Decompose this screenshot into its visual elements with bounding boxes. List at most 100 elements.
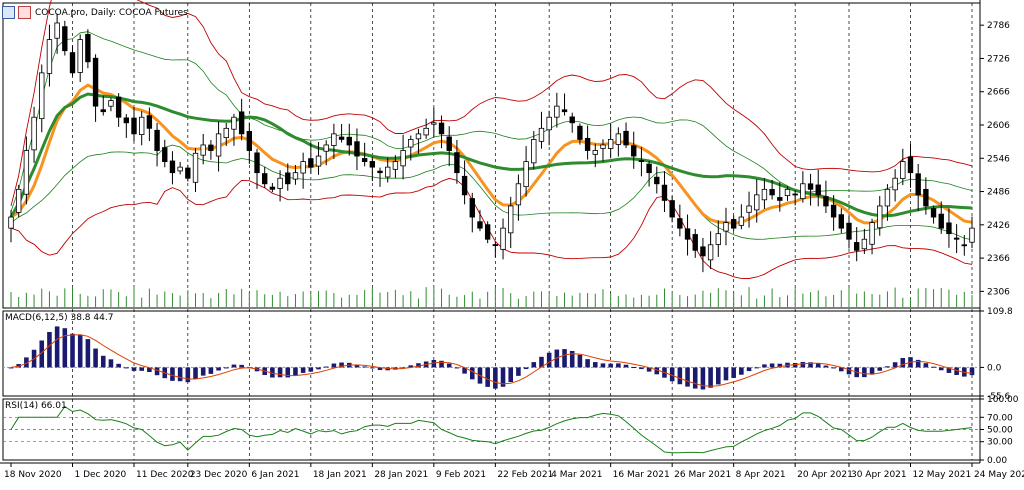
candle-body <box>869 222 875 245</box>
candle-body <box>346 136 352 146</box>
candle-body <box>192 152 199 183</box>
candle-body <box>500 227 506 250</box>
macd-histogram-bar <box>616 363 621 368</box>
macd-histogram-bar <box>777 363 783 368</box>
macd-histogram-bar <box>416 363 421 368</box>
candle-body <box>369 161 376 168</box>
candle-body <box>861 238 868 250</box>
macd-histogram-bar <box>108 359 114 368</box>
date-tick-label: 1 Dec 2020 <box>75 470 127 480</box>
macd-histogram-bar <box>124 367 129 369</box>
date-tick-label: 23 Dec 2020 <box>190 470 248 480</box>
candle-body <box>853 242 860 251</box>
macd-histogram-bar <box>716 367 721 385</box>
macd-histogram-bar <box>354 364 360 368</box>
candle-body <box>162 147 168 163</box>
date-tick-label: 9 Feb 2021 <box>436 470 486 480</box>
candle-body <box>39 72 45 120</box>
candle-body <box>177 166 183 172</box>
candle-body <box>830 204 837 218</box>
candle-body <box>638 160 645 163</box>
macd-signal-line <box>10 334 973 387</box>
candle-body <box>484 224 491 240</box>
macd-histogram-bar <box>639 367 644 370</box>
bollinger-upper-outer <box>10 0 973 207</box>
macd-histogram-bar <box>762 364 767 368</box>
chart-properties-icon[interactable] <box>18 6 31 19</box>
macd-histogram-bar <box>685 367 690 387</box>
macd-histogram-bar <box>362 366 367 368</box>
macd-histogram-bar <box>139 367 144 371</box>
macd-histogram-bar <box>308 367 314 372</box>
candle-body <box>77 39 83 73</box>
candle-body <box>354 141 360 157</box>
price-tick-label: 2426 <box>987 221 1010 231</box>
candle-body <box>607 139 614 149</box>
macd-histogram-bar <box>431 360 437 368</box>
macd-histogram-bar <box>862 367 867 378</box>
candle-body <box>262 173 268 185</box>
macd-histogram-bar <box>439 360 444 368</box>
candle-body <box>200 144 206 156</box>
candle-body <box>746 205 752 213</box>
macd-histogram-bar <box>746 367 752 372</box>
candle-body <box>54 22 60 39</box>
macd-histogram-bar <box>462 367 467 374</box>
date-tick-label: 18 Nov 2020 <box>4 470 62 480</box>
date-tick-label: 26 Mar 2021 <box>674 470 731 480</box>
price-tick-label: 2726 <box>987 54 1010 64</box>
macd-histogram-bar <box>85 339 91 368</box>
macd-histogram-bar <box>239 364 244 368</box>
macd-histogram-bar <box>608 363 613 368</box>
candle-body <box>431 122 437 125</box>
candle-body <box>730 219 737 229</box>
candle-body <box>223 127 229 139</box>
macd-histogram-bar <box>93 348 98 368</box>
candle-body <box>700 246 706 257</box>
candle-body <box>946 222 952 235</box>
macd-histogram-bar <box>154 367 160 376</box>
macd-tick-label: 109.8 <box>987 307 1013 317</box>
macd-histogram-bar <box>493 367 498 389</box>
candle-body <box>569 116 575 124</box>
date-tick-label: 28 Jan 2021 <box>374 470 428 480</box>
macd-histogram-bar <box>592 362 598 368</box>
candle-body <box>331 133 337 146</box>
macd-histogram-bar <box>370 367 375 369</box>
candle-body <box>538 127 545 142</box>
candle-body <box>584 137 591 151</box>
candle-body <box>907 156 914 174</box>
macd-histogram-bar <box>170 367 175 381</box>
candle-body <box>669 200 675 218</box>
candle-body <box>623 130 629 146</box>
macd-histogram-bar <box>62 328 68 368</box>
candle-body <box>446 136 452 151</box>
price-tick-label: 2486 <box>987 188 1010 198</box>
date-tick-label: 4 Mar 2021 <box>551 470 602 480</box>
candle-body <box>269 186 276 190</box>
candle-body <box>154 129 160 151</box>
candle-body <box>185 167 191 179</box>
candle-body <box>454 152 460 174</box>
macd-histogram-bar <box>677 367 683 385</box>
candle-body <box>654 176 660 185</box>
macd-histogram-bar <box>147 367 152 373</box>
candle-body <box>953 237 960 240</box>
candle-body <box>300 161 306 174</box>
candle-body <box>254 152 260 174</box>
macd-histogram-bar <box>331 363 337 368</box>
macd-histogram-bar <box>869 367 875 375</box>
candle-body <box>792 193 798 196</box>
macd-histogram-bar <box>792 362 798 368</box>
candle-body <box>123 117 130 124</box>
macd-tick-label: -55.6 <box>987 392 1011 402</box>
window-list-icon[interactable] <box>2 6 15 19</box>
candle-body <box>684 228 691 240</box>
price-tick-label: 2786 <box>987 21 1010 31</box>
pane-frame-2 <box>2 310 981 397</box>
macd-histogram-bar <box>846 367 852 375</box>
macd-histogram-bar <box>323 366 329 368</box>
candle-body <box>169 160 176 174</box>
macd-histogram-bar <box>539 356 544 368</box>
